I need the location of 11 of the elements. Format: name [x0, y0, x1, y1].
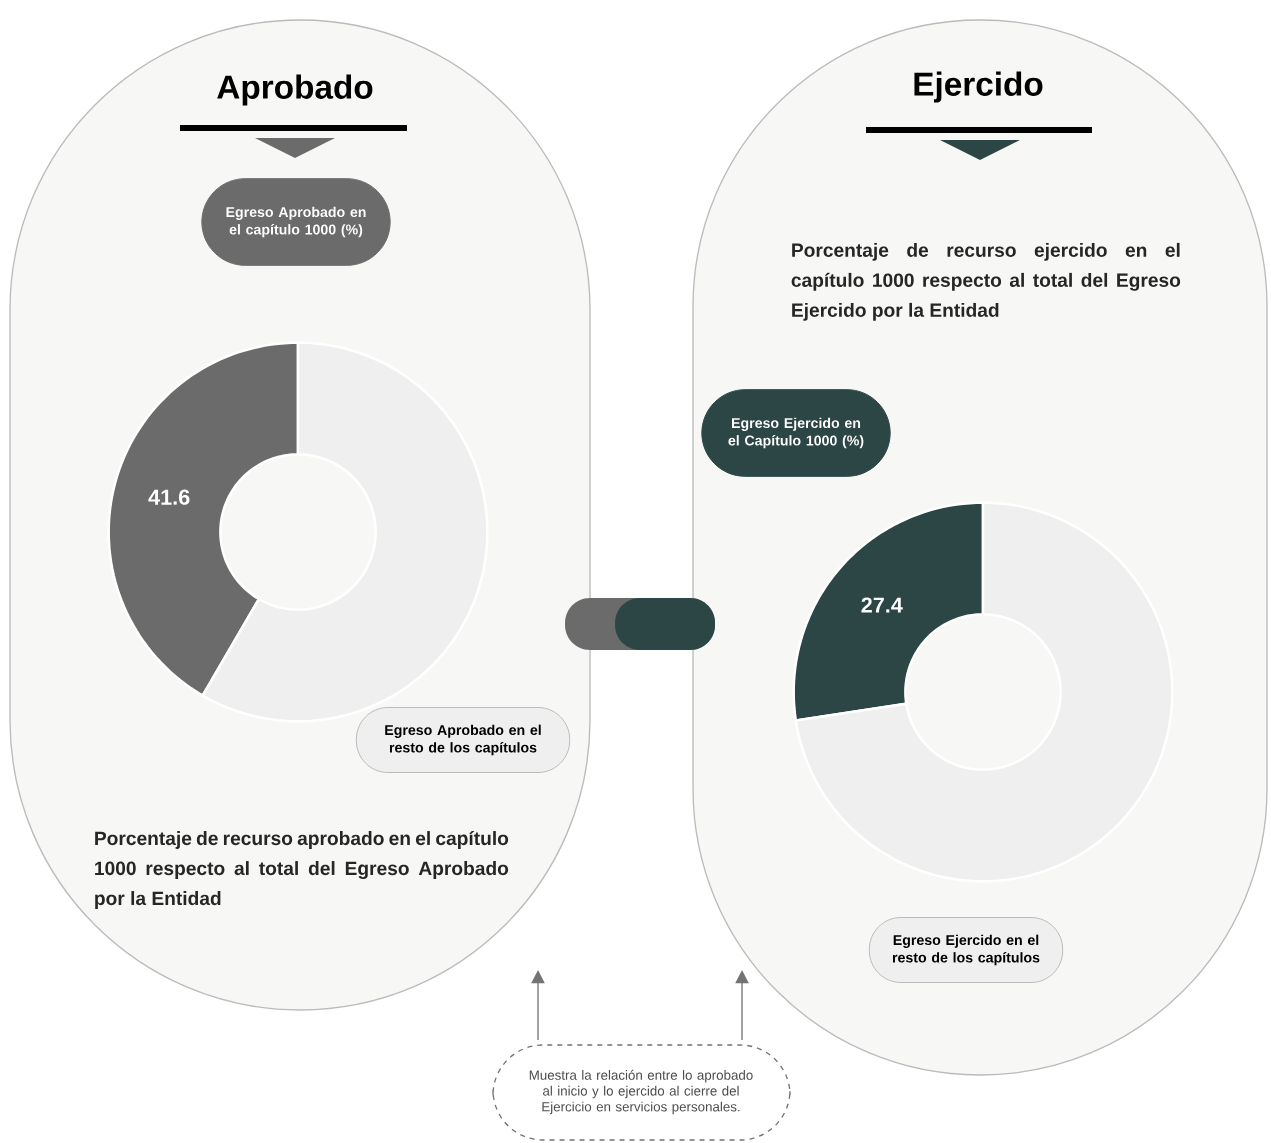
text: Porcentaje de recurso aprobado en el capítulo 1000 respecto al total del Egreso Aprobado por la Entidad: [95, 830, 509, 909]
slice-label: Egreso Aprobado en el capítulo 1000 (%): [226, 206, 366, 238]
text: Porcentaje de recurso ejercido en el capítulo 1000 respecto al total del Egreso Ejercido por la Entidad: [791, 242, 1181, 321]
chart-title: Aprobado: [217, 74, 373, 106]
slice-label: Egreso Ejercido en el resto de los capítulos: [892, 934, 1040, 966]
slice-label: Egreso Aprobado en el resto de los capítulos: [385, 724, 541, 756]
slice-label: Egreso Ejercido en el Capítulo 1000 (%): [728, 417, 864, 449]
text: Muestra la relación entre lo aprobado al inicio y lo ejercido al cierre del Ejercicio en servicios personales.: [529, 1069, 753, 1115]
data-label: 41.6: [148, 489, 190, 505]
data-label: 27.4: [861, 597, 903, 613]
chart-title: Ejercido: [914, 71, 1043, 103]
